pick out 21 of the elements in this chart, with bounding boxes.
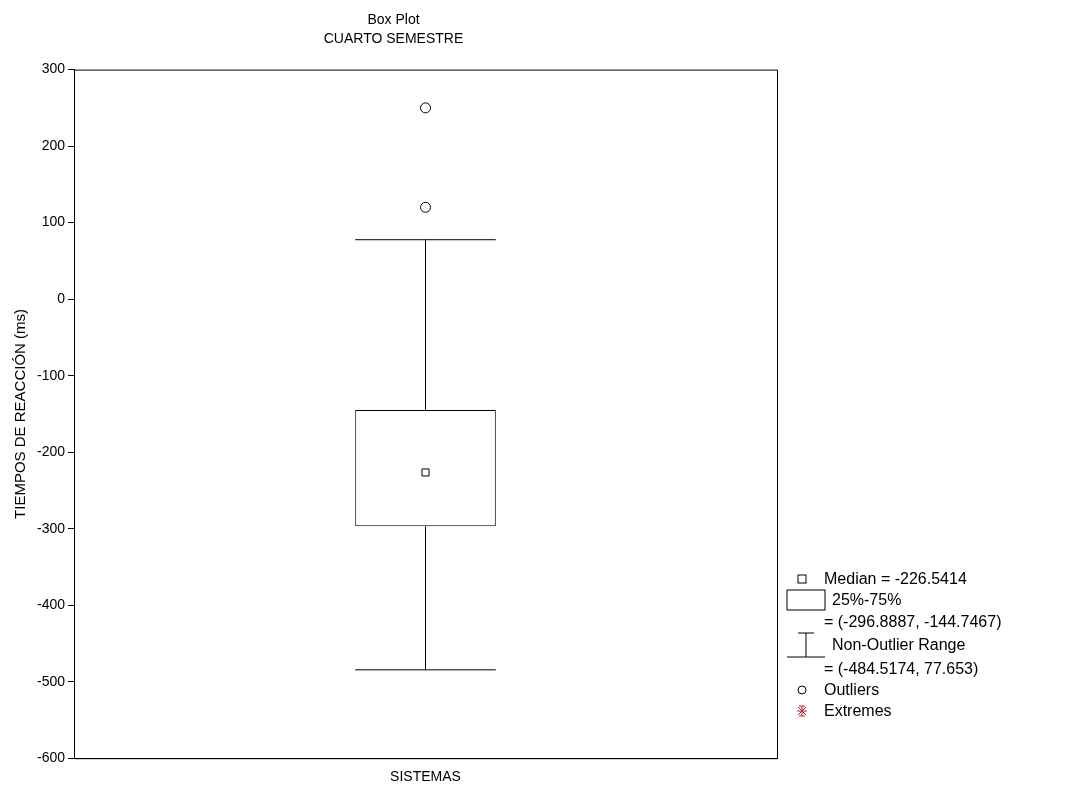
chart-subtitle: CUARTO SEMESTRE	[323, 30, 464, 47]
y-tick-label: 300	[41, 60, 66, 77]
text: 25%-75%	[832, 591, 902, 609]
y-tick-label: -400	[36, 596, 66, 613]
text: Extremes	[824, 701, 892, 720]
y-tick-label: 100	[41, 213, 66, 230]
text: Median = -226.5414	[824, 569, 967, 588]
x-tick-label: SISTEMAS	[390, 768, 461, 785]
y-tick-label: -300	[36, 519, 66, 536]
y-tick-label: 200	[41, 136, 66, 153]
y-axis-title: TIEMPOS DE REACCIÓN (ms)	[11, 308, 29, 519]
text: Non-Outlier Range	[832, 636, 966, 654]
y-tick-label: -600	[36, 749, 66, 766]
y-tick-label: -500	[36, 672, 66, 689]
chart-title: Box Plot	[367, 11, 420, 28]
y-tick-label: 0	[57, 289, 66, 306]
y-tick-label: -100	[36, 366, 66, 383]
text: = (-296.8887, -144.7467)	[824, 612, 1002, 631]
text: = (-484.5174, 77.653)	[824, 659, 979, 678]
text: Outliers	[824, 680, 880, 699]
y-tick-label: -200	[36, 443, 66, 460]
